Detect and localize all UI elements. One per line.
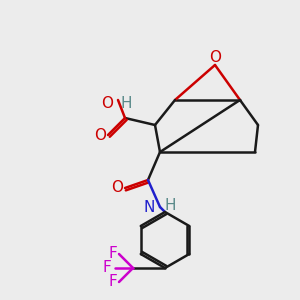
Text: H: H xyxy=(121,95,133,110)
Text: N: N xyxy=(144,200,155,214)
Text: H: H xyxy=(164,199,176,214)
Text: F: F xyxy=(103,260,111,275)
Text: O: O xyxy=(101,95,113,110)
Text: O: O xyxy=(111,181,123,196)
Text: O: O xyxy=(94,128,106,142)
Text: F: F xyxy=(109,274,117,290)
Text: F: F xyxy=(109,247,117,262)
Text: O: O xyxy=(209,50,221,64)
